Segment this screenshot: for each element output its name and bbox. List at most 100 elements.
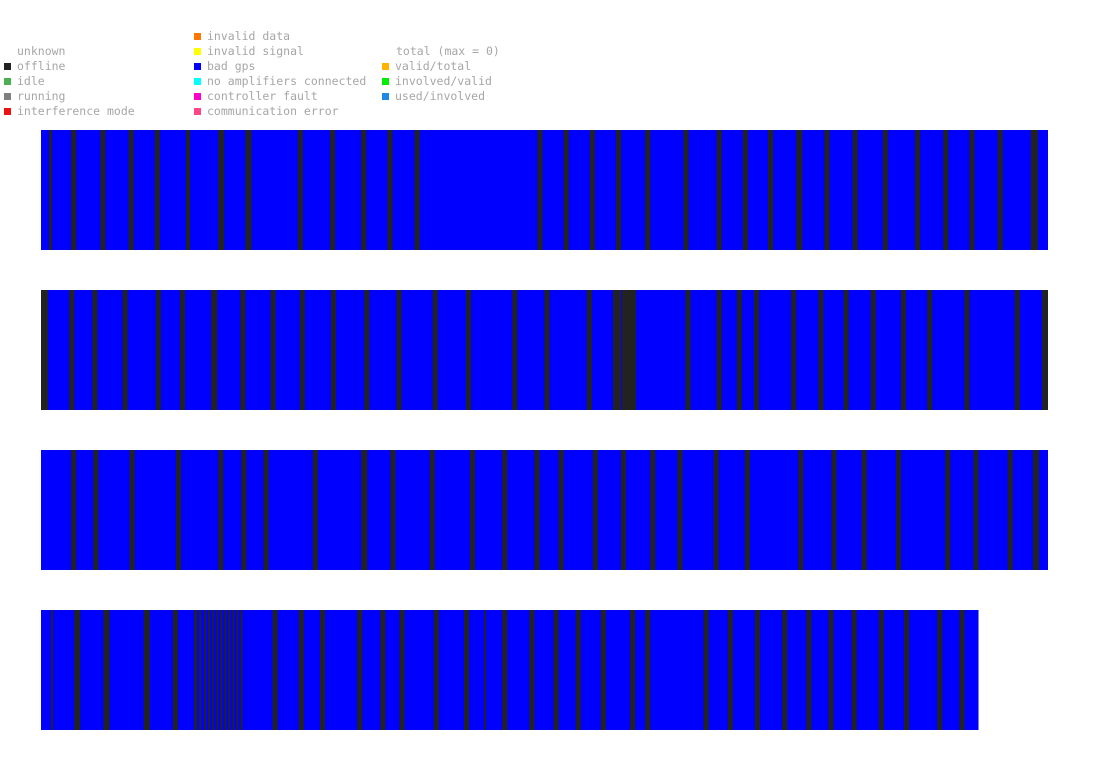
state-event-offline [236, 610, 239, 730]
state-event-offline [92, 290, 98, 410]
state-event-offline [806, 610, 812, 730]
state-event-offline [973, 450, 979, 570]
state-event-offline [71, 130, 77, 250]
state-event-offline [713, 450, 719, 570]
state-event-offline [927, 290, 933, 410]
state-event-offline [1014, 290, 1020, 410]
state-event-offline [49, 130, 53, 250]
legend-label: communication error [207, 104, 339, 118]
state-event-offline [600, 610, 606, 730]
legend-swatch [194, 33, 201, 40]
state-event-offline [791, 290, 797, 410]
state-event-offline [218, 450, 224, 570]
state-event-offline [753, 290, 759, 410]
state-event-offline [685, 290, 691, 410]
state-event-offline [433, 610, 439, 730]
state-event-offline [396, 290, 402, 410]
state-event-offline [831, 450, 837, 570]
state-event-offline [622, 290, 637, 410]
state-event-offline [959, 610, 965, 730]
state-event-offline [900, 290, 907, 410]
state-event-offline [71, 450, 77, 570]
state-event-offline [129, 450, 135, 570]
state-event-offline [245, 130, 252, 250]
state-event-offline [361, 450, 368, 570]
state-event-offline [843, 290, 849, 410]
state-event-offline [563, 130, 569, 250]
legend-label: controller fault [207, 89, 318, 103]
state-event-offline [589, 130, 595, 250]
state-event-offline [432, 290, 438, 410]
state-event-offline [544, 290, 550, 410]
state-event-offline [742, 130, 748, 250]
state-event-offline [361, 130, 367, 250]
state-event-offline [727, 610, 733, 730]
state-event-offline [204, 610, 207, 730]
state-event-offline [861, 450, 867, 570]
state-event-offline [754, 610, 760, 730]
state-event-offline [364, 290, 370, 410]
state-event-offline [51, 610, 54, 730]
state-event-offline [645, 130, 651, 250]
state-event-offline [299, 290, 305, 410]
state-event-offline [218, 130, 225, 250]
state-event-offline [870, 290, 876, 410]
state-event-offline [194, 610, 198, 730]
state-event-offline [798, 450, 804, 570]
timeline-strip-svg [41, 290, 1048, 410]
state-event-offline [74, 610, 81, 730]
state-event-offline [997, 130, 1003, 250]
state-event-offline [964, 290, 970, 410]
state-event-offline [945, 450, 951, 570]
legend-label: invalid data [207, 29, 291, 43]
timeline-strip-1 [41, 130, 1048, 250]
state-event-offline [228, 610, 231, 730]
timeline-strip-svg [41, 610, 979, 730]
timeline-strip-svg [41, 130, 1048, 250]
state-event-offline [1032, 450, 1039, 570]
legend-swatch [4, 63, 11, 70]
state-event-offline [155, 290, 161, 410]
state-event-offline [1041, 290, 1048, 410]
state-event-offline [782, 610, 788, 730]
state-event-offline [703, 610, 709, 730]
state-event-offline [645, 610, 651, 730]
state-event-offline [630, 610, 636, 730]
state-span-bad-gps [41, 130, 1048, 250]
state-event-offline [683, 130, 689, 250]
state-event-offline [143, 610, 150, 730]
state-event-offline [677, 450, 683, 570]
state-event-offline [212, 610, 215, 730]
legend-swatch [382, 78, 389, 85]
timeline-strip-4 [41, 610, 979, 730]
state-event-offline [272, 610, 278, 730]
state-event-offline [41, 290, 49, 410]
legend-swatch [4, 93, 11, 100]
state-event-offline [240, 610, 243, 730]
state-event-offline [179, 290, 186, 410]
state-event-offline [878, 610, 884, 730]
timeline-strip-svg [41, 450, 1048, 570]
state-event-offline [716, 290, 722, 410]
legend-swatch [194, 108, 201, 115]
state-event-offline [502, 450, 508, 570]
state-event-offline [736, 290, 742, 410]
state-event-offline [943, 130, 949, 250]
legend-label: interference mode [17, 104, 135, 118]
state-event-offline [172, 610, 178, 730]
state-event-offline [465, 290, 471, 410]
state-event-offline [414, 130, 420, 250]
state-event-offline [553, 610, 559, 730]
state-event-offline [387, 130, 393, 250]
state-event-offline [298, 610, 304, 730]
state-event-offline [128, 130, 134, 250]
state-event-offline [592, 450, 598, 570]
legend-swatch [194, 93, 201, 100]
state-event-offline [297, 130, 303, 250]
state-event-offline [818, 290, 824, 410]
state-event-offline [224, 610, 227, 730]
state-event-offline [903, 610, 910, 730]
legend-label: involved/valid [395, 74, 492, 88]
state-event-offline [512, 290, 518, 410]
legend-label: bad gps [207, 59, 256, 73]
